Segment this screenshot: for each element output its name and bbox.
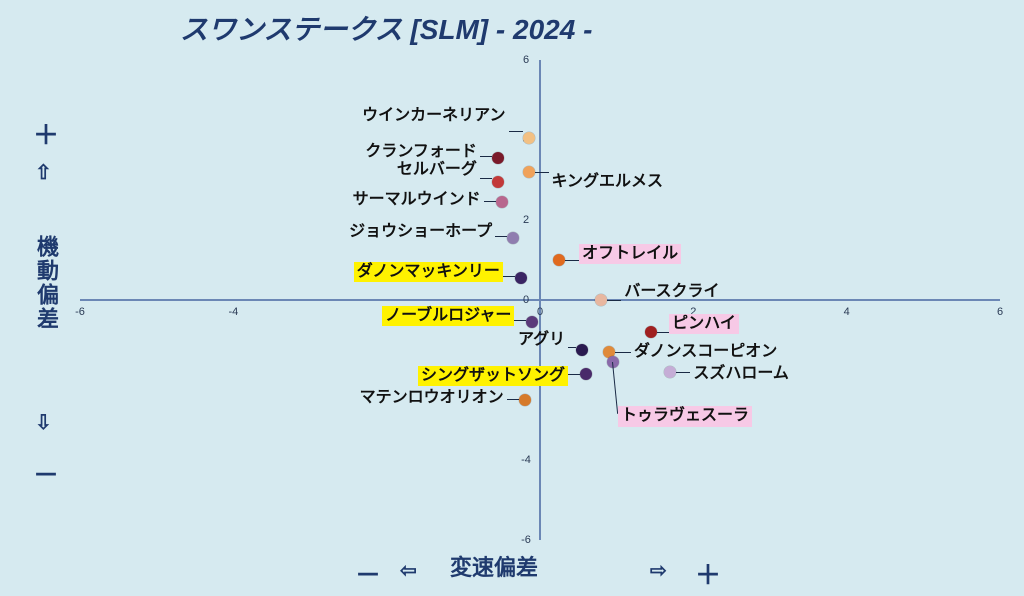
data-point (492, 152, 504, 164)
data-point (645, 326, 657, 338)
y-down-arrow: ⇩ (35, 410, 52, 435)
data-point (523, 166, 535, 178)
y-up-arrow: ⇧ (35, 160, 52, 185)
leader-line (568, 374, 580, 375)
x-right-arrow: ⇨ (650, 558, 667, 583)
y-tick: 6 (523, 54, 529, 66)
data-point (523, 132, 535, 144)
x-tick: 4 (844, 306, 850, 318)
leader-line (615, 352, 631, 353)
point-label: セルバーグ (394, 160, 480, 181)
point-label: マテンロウオリオン (357, 388, 507, 409)
leader-line (509, 131, 523, 132)
x-left-arrow: ⇦ (400, 558, 417, 583)
y-tick: 0 (523, 294, 529, 306)
leader-line (676, 372, 690, 373)
x-plus-sign: ＋ (695, 555, 721, 592)
point-label: ダノンマッキンリー (354, 262, 503, 283)
point-label: サーマルウインド (350, 190, 484, 211)
point-label: ウインカーネリアン (359, 106, 508, 127)
data-point (515, 272, 527, 284)
leader-line (507, 399, 519, 400)
leader-line (607, 300, 621, 301)
data-point (507, 232, 519, 244)
y-axis (539, 60, 541, 540)
leader-line (568, 347, 576, 348)
data-point (492, 176, 504, 188)
point-label: ピンハイ (669, 314, 739, 335)
leader-line (480, 156, 492, 157)
data-point (664, 366, 676, 378)
y-minus-sign: － (33, 455, 59, 492)
point-label: ダノンスコーピオン (631, 342, 780, 363)
data-point (526, 316, 538, 328)
x-tick: 6 (997, 306, 1003, 318)
point-label: アグリ (515, 330, 568, 351)
data-point (553, 254, 565, 266)
leader-line (535, 172, 549, 173)
point-label: ノーブルロジャー (382, 306, 514, 327)
x-minus-sign: － (355, 555, 381, 592)
y-tick: 2 (523, 214, 529, 226)
leader-line (657, 332, 669, 333)
y-tick: -6 (521, 534, 531, 546)
point-label: シングザットソング (418, 366, 568, 387)
leader-line (565, 260, 579, 261)
data-point (595, 294, 607, 306)
x-axis-label: 変速偏差 (450, 550, 538, 582)
point-label: トゥラヴェスーラ (618, 406, 752, 427)
data-point (496, 196, 508, 208)
point-label: キングエルメス (549, 172, 667, 193)
y-tick: -4 (521, 454, 531, 466)
x-tick: -4 (228, 306, 238, 318)
data-point (580, 368, 592, 380)
leader-line (495, 236, 507, 237)
leader-line (503, 276, 515, 277)
x-tick: -6 (75, 306, 85, 318)
chart-title: スワンステークス [SLM] - 2024 - (180, 8, 592, 48)
point-label: スズハローム (690, 364, 792, 385)
leader-line (480, 178, 492, 179)
scatter-chart: スワンステークス [SLM] - 2024 --6-4-20246-6-4-20… (0, 0, 1024, 596)
y-plus-sign: ＋ (33, 115, 59, 152)
leader-line (514, 320, 526, 321)
x-tick: 0 (537, 306, 543, 318)
data-point (519, 394, 531, 406)
point-label: ジョウショーホープ (346, 222, 495, 243)
point-label: バースクライ (621, 282, 722, 303)
point-label: オフトレイル (579, 244, 681, 265)
leader-line (484, 201, 496, 202)
y-axis-label: 機動偏差 (30, 235, 62, 331)
data-point (576, 344, 588, 356)
